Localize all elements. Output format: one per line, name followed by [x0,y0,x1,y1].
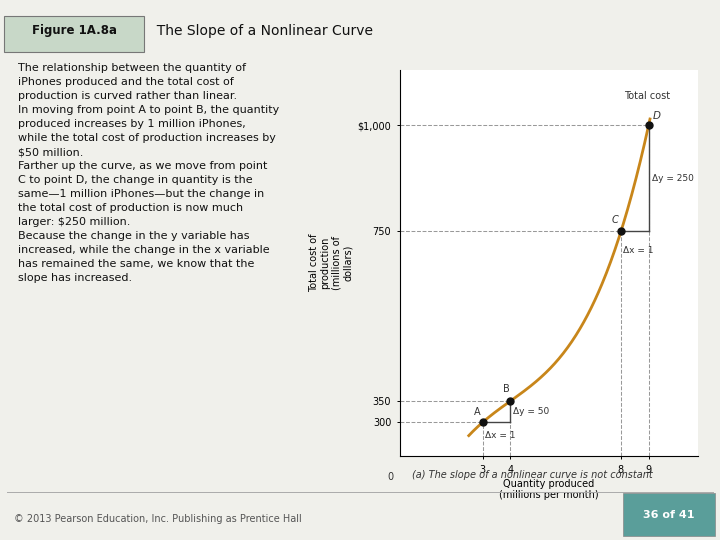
Text: Δy = 250: Δy = 250 [652,174,694,183]
Text: Figure 1A.8a: Figure 1A.8a [32,24,117,37]
Text: The Slope of a Nonlinear Curve: The Slope of a Nonlinear Curve [148,24,373,38]
Text: 0: 0 [387,471,393,482]
Text: Total cost: Total cost [624,91,670,101]
Text: C: C [612,215,618,225]
FancyBboxPatch shape [623,493,715,536]
Text: Δx = 1: Δx = 1 [485,431,516,441]
Text: (a) The slope of a nonlinear curve is not constant: (a) The slope of a nonlinear curve is no… [413,470,653,480]
Text: D: D [653,111,661,121]
X-axis label: Quantity produced
(millions per month): Quantity produced (millions per month) [499,479,599,501]
Text: © 2013 Pearson Education, Inc. Publishing as Prentice Hall: © 2013 Pearson Education, Inc. Publishin… [14,515,302,524]
Text: B: B [503,384,510,394]
Text: 36 of 41: 36 of 41 [643,510,695,520]
Y-axis label: Total cost of
production
(millions of
dollars): Total cost of production (millions of do… [309,234,354,293]
Text: Δy = 50: Δy = 50 [513,407,549,416]
Text: The relationship between the quantity of
iPhones produced and the total cost of
: The relationship between the quantity of… [18,64,279,284]
FancyBboxPatch shape [4,16,144,52]
Text: A: A [474,407,481,417]
Text: Δx = 1: Δx = 1 [623,246,654,255]
